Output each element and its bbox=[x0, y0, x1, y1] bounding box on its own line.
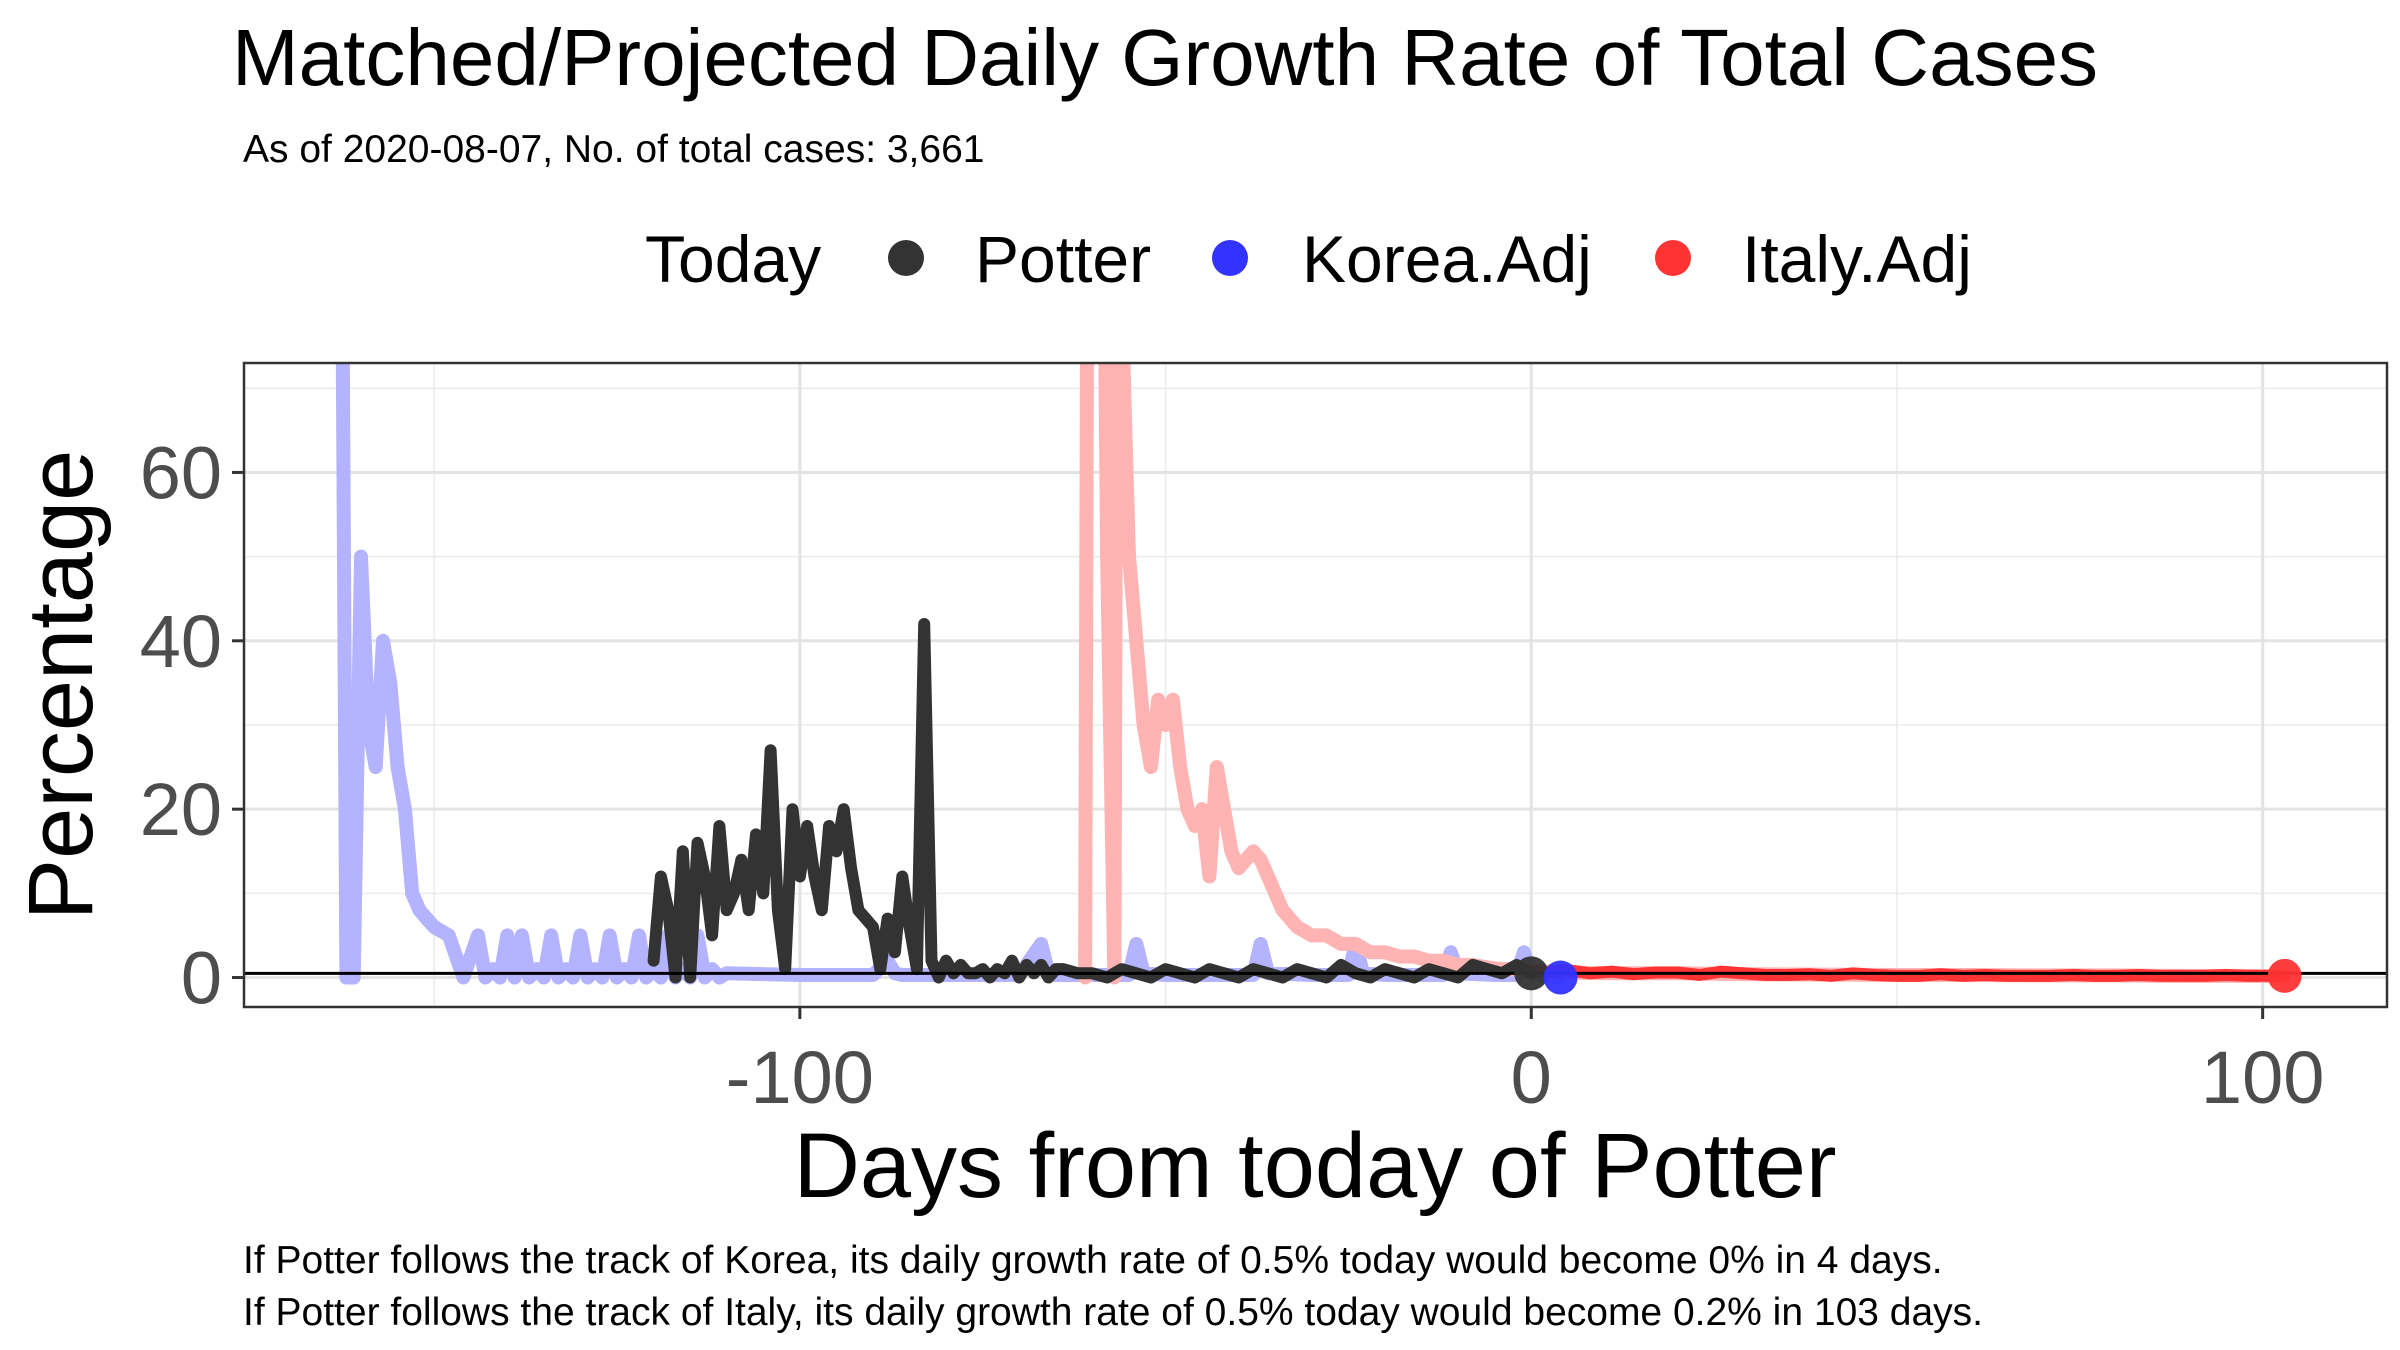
legend-key-korea bbox=[1212, 240, 1248, 276]
y-tick-label: 20 bbox=[140, 768, 222, 851]
chart-title: Matched/Projected Daily Growth Rate of T… bbox=[232, 13, 2098, 102]
x-axis-title: Days from today of Potter bbox=[793, 1115, 1836, 1217]
legend-key-potter bbox=[888, 240, 924, 276]
plot-border bbox=[242, 361, 2389, 1009]
legend-label-korea: Korea.Adj bbox=[1302, 222, 1592, 296]
today-point-korea-adj bbox=[1543, 960, 1578, 995]
y-tick-label: 60 bbox=[140, 431, 222, 514]
legend: Today Potter Korea.Adj Italy.Adj bbox=[645, 222, 1972, 296]
chart-subtitle: As of 2020-08-07, No. of total cases: 3,… bbox=[243, 128, 984, 171]
y-axis-title: Percentage bbox=[10, 450, 112, 921]
x-tick-label: 100 bbox=[2201, 1036, 2324, 1119]
today-point-potter bbox=[1514, 956, 1549, 991]
y-tick-label: 40 bbox=[140, 600, 222, 683]
y-axis: 0 20 40 60 bbox=[140, 431, 244, 1020]
today-points bbox=[1514, 956, 2302, 995]
legend-label-potter: Potter bbox=[975, 222, 1151, 296]
legend-key-italy bbox=[1655, 240, 1691, 276]
x-tick-label: -100 bbox=[726, 1036, 874, 1119]
legend-title: Today bbox=[645, 222, 821, 296]
y-tick-label: 0 bbox=[181, 937, 222, 1020]
caption-italy: If Potter follows the track of Italy, it… bbox=[243, 1291, 1983, 1334]
legend-label-italy: Italy.Adj bbox=[1742, 222, 1972, 296]
plot-panel bbox=[244, 363, 2387, 1007]
x-axis: -100 0 100 bbox=[726, 1007, 2324, 1119]
caption-korea: If Potter follows the track of Korea, it… bbox=[243, 1239, 1943, 1282]
today-point-italy-adj bbox=[2267, 958, 2302, 993]
x-tick-label: 0 bbox=[1511, 1036, 1552, 1119]
